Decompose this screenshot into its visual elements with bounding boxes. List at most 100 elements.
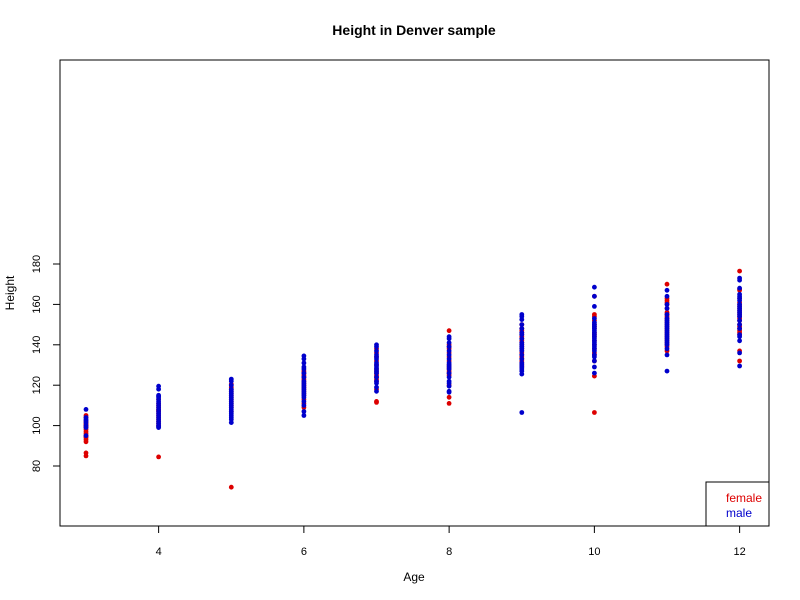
x-tick-label: 6 — [301, 546, 307, 558]
data-point-male — [301, 399, 307, 404]
chart-title: Height in Denver sample — [332, 22, 496, 38]
data-point-male — [446, 340, 452, 346]
data-point-male — [519, 348, 525, 354]
data-point-male — [737, 322, 742, 327]
x-tick-label: 10 — [588, 546, 600, 558]
data-point-male — [592, 293, 597, 299]
data-point-female — [156, 454, 162, 460]
data-point-male — [737, 334, 742, 340]
data-point-male — [446, 356, 452, 362]
data-point-male — [592, 364, 597, 370]
data-point-male — [446, 366, 452, 372]
data-point-male — [737, 326, 742, 331]
x-tick-label: 12 — [734, 546, 746, 558]
data-point-male — [592, 354, 597, 360]
data-point-male — [737, 350, 742, 356]
data-point-male — [519, 356, 525, 362]
data-point-male — [228, 420, 234, 425]
data-point-male — [737, 285, 742, 291]
legend: female male — [705, 481, 770, 527]
data-point-male — [519, 332, 525, 338]
data-point-male — [446, 336, 452, 342]
data-point-male — [446, 352, 452, 358]
data-point-male — [446, 348, 452, 354]
y-tick-label: 120 — [31, 376, 43, 394]
data-point-male — [664, 287, 670, 293]
data-point-male — [519, 317, 525, 322]
legend-item-female: female — [726, 491, 762, 505]
data-point-male — [301, 366, 307, 372]
data-point-male — [664, 368, 670, 374]
data-point-male — [83, 433, 89, 439]
data-point-male — [592, 358, 597, 364]
y-tick-label: 160 — [31, 295, 43, 313]
y-axis: 80 100 120 140 160 180 — [31, 255, 61, 472]
data-point-male — [228, 382, 234, 388]
data-point-male — [228, 378, 234, 384]
data-point-female — [228, 484, 234, 490]
data-point-male — [519, 322, 525, 327]
data-point-male — [446, 374, 452, 380]
data-point-male — [301, 394, 307, 400]
data-point-male — [592, 284, 597, 290]
data-point-male — [374, 388, 379, 394]
y-tick-label: 140 — [31, 336, 43, 354]
data-point-female — [664, 281, 670, 287]
data-point-male — [664, 306, 670, 311]
data-point-male — [519, 371, 525, 377]
data-point-male — [374, 348, 379, 354]
data-point-male — [664, 352, 670, 358]
y-tick-label: 180 — [31, 255, 43, 273]
data-point-male — [737, 338, 742, 344]
data-point-male — [664, 342, 670, 348]
data-point-male — [592, 316, 597, 321]
data-point-female — [592, 410, 597, 415]
data-point-male — [592, 348, 597, 354]
data-point-male — [664, 293, 670, 299]
data-point-male — [301, 413, 307, 418]
x-tick-label: 8 — [446, 546, 452, 558]
data-point-female — [737, 358, 742, 364]
data-point-male — [83, 407, 89, 412]
data-point-male — [664, 346, 670, 352]
data-point-male — [519, 410, 525, 415]
data-point-male — [737, 298, 742, 303]
data-point-female — [446, 394, 452, 400]
data-point-male — [374, 384, 379, 390]
data-point-female — [83, 439, 89, 445]
data-point-male — [737, 314, 742, 319]
data-point-male — [519, 326, 525, 331]
data-point-male — [519, 336, 525, 342]
data-point-male — [83, 425, 89, 430]
data-point-male — [737, 318, 742, 323]
data-point-male — [301, 356, 307, 362]
data-point-male — [664, 302, 670, 307]
data-point-male — [446, 370, 452, 376]
y-axis-label: Height — [3, 275, 17, 310]
points-layer — [83, 268, 742, 490]
data-point-male — [301, 360, 307, 366]
y-tick-label: 80 — [31, 460, 43, 472]
data-point-male — [446, 344, 452, 350]
data-point-male — [737, 277, 742, 283]
data-point-male — [664, 312, 670, 317]
data-point-male — [374, 380, 379, 386]
data-point-female — [737, 268, 742, 274]
data-point-female — [83, 453, 89, 459]
data-point-female — [446, 401, 452, 406]
data-point-male — [446, 383, 452, 389]
data-point-male — [446, 389, 452, 395]
data-point-male — [156, 386, 162, 392]
x-axis: 4 6 8 10 12 — [156, 525, 746, 558]
data-point-male — [737, 363, 742, 369]
data-point-male — [592, 304, 597, 309]
plot-frame — [59, 59, 770, 527]
data-point-male — [592, 370, 597, 376]
data-point-male — [301, 403, 307, 408]
data-point-male — [374, 344, 379, 350]
x-axis-label: Age — [403, 570, 425, 584]
data-point-male — [374, 374, 379, 380]
data-point-male — [301, 374, 307, 380]
data-point-male — [301, 370, 307, 376]
